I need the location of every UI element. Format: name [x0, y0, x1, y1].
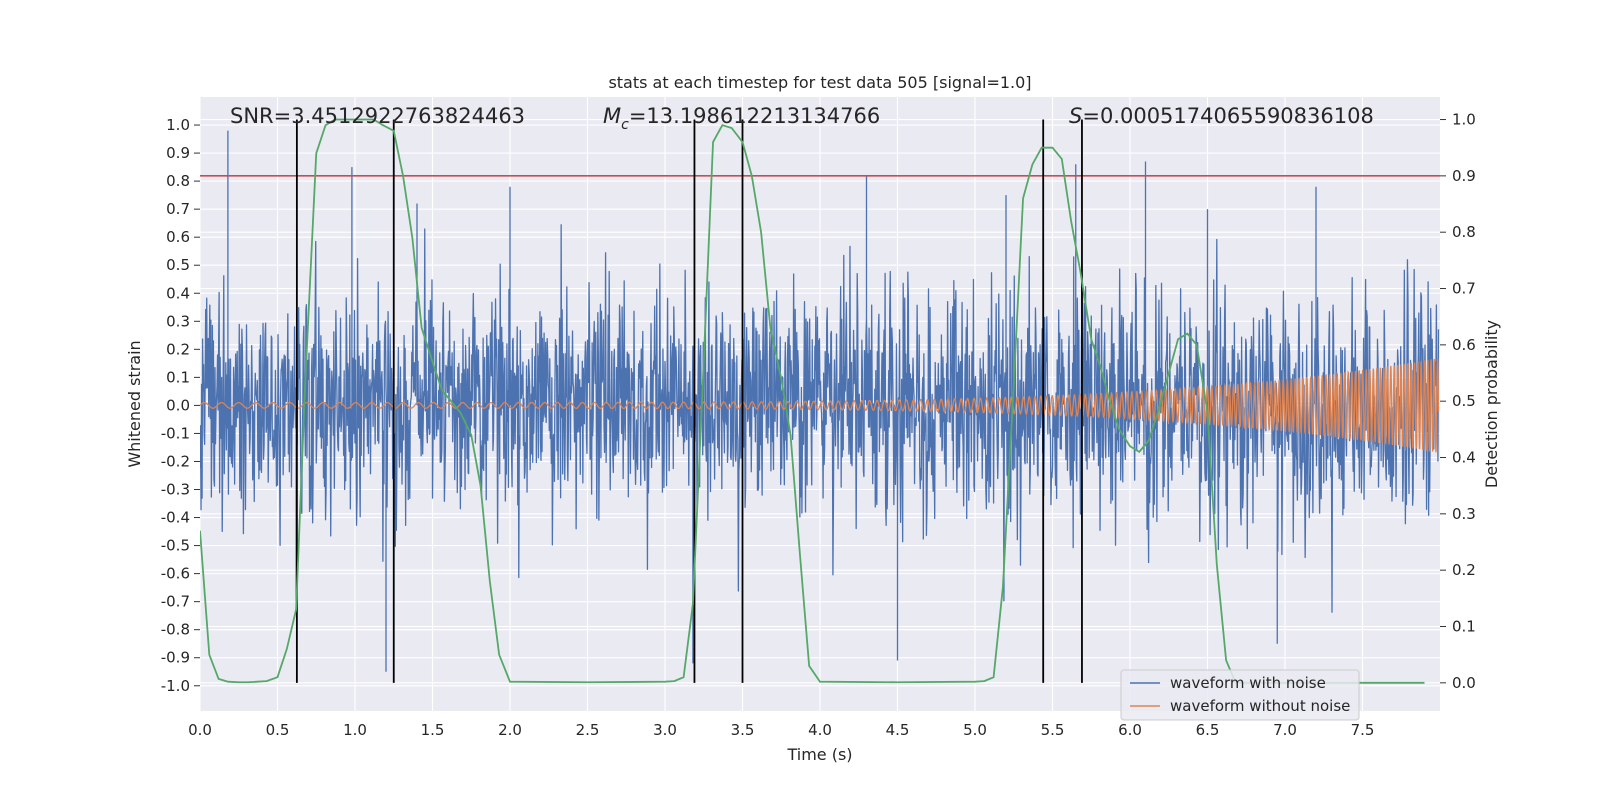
x-axis-label: Time (s)	[786, 745, 852, 764]
x-tick-label: 0.5	[266, 721, 290, 739]
x-tick-label: 7.5	[1351, 721, 1375, 739]
y2-tick-label: 0.7	[1452, 280, 1476, 298]
y2-axis-label: Detection probability	[1482, 320, 1501, 488]
x-tick-label: 7.0	[1273, 721, 1297, 739]
x-tick-label: 0.0	[188, 721, 212, 739]
y2-tick-label: 0.8	[1452, 223, 1476, 241]
legend: waveform with noise waveform without noi…	[1120, 669, 1360, 721]
s-value: =0.0005174065590836108	[1082, 104, 1374, 128]
y-tick-label: 0.3	[166, 312, 190, 330]
snr-annotation: SNR=3.4512922763824463	[230, 104, 525, 128]
x-tick-label: 4.5	[886, 721, 910, 739]
x-tick-label: 6.5	[1196, 721, 1220, 739]
y2-tick-label: 1.0	[1452, 111, 1476, 129]
y2-tick-label: 0.6	[1452, 336, 1476, 354]
y-tick-label: -0.6	[161, 565, 190, 583]
y2-tick-label: 0.4	[1452, 449, 1476, 467]
chirp-mass-annotation: Mc=13.198612213134766	[603, 104, 880, 133]
x-tick-label: 2.0	[498, 721, 522, 739]
x-tick-label: 1.0	[343, 721, 367, 739]
y-axis-left: 1.0 0.9 0.8 0.7 0.6 0.5 0.4 0.3 0.2 0.1 0.0 -0.1 -0.…	[161, 116, 200, 695]
y-tick-label: 0.0	[166, 396, 190, 414]
y2-tick-label: 0.2	[1452, 561, 1476, 579]
y-tick-label: -0.8	[161, 621, 190, 639]
legend-noise-label: waveform with noise	[1170, 674, 1326, 692]
x-tick-label: 5.0	[963, 721, 987, 739]
y-tick-label: 0.4	[166, 284, 190, 302]
y2-tick-label: 0.5	[1452, 392, 1476, 410]
legend-box	[1120, 669, 1360, 721]
y-tick-label: 0.7	[166, 200, 190, 218]
x-tick-label: 1.5	[421, 721, 445, 739]
s-annotation: S=0.0005174065590836108	[1069, 104, 1374, 128]
y-tick-label: -0.1	[161, 424, 190, 442]
x-tick-label: 6.0	[1118, 721, 1142, 739]
y-axis-label: Whitened strain	[125, 340, 144, 467]
chirp-mass-subscript: c	[621, 117, 629, 133]
chart-title: stats at each timestep for test data 505…	[608, 73, 1031, 92]
y-tick-label: -0.2	[161, 452, 190, 470]
detection-probability-line	[200, 118, 1425, 684]
y-tick-label: -0.5	[161, 537, 190, 555]
y2-tick-label: 0.1	[1452, 618, 1476, 636]
x-axis: 0.0 0.5 1.0 1.5 2.0 2.5 3.0 3.5 4.0 4.5 5.0 5.5 6.0 6…	[188, 721, 1374, 739]
y-tick-label: -1.0	[161, 677, 190, 695]
y-axis-right: 1.0 0.9 0.8 0.7 0.6 0.5 0.4 0.3 0.2 0.1 0.0	[1440, 111, 1476, 692]
y-tick-label: 0.8	[166, 172, 190, 190]
noisy-waveform-line	[200, 130, 1440, 672]
y-tick-label: 0.1	[166, 368, 190, 386]
x-tick-label: 3.0	[653, 721, 677, 739]
y-tick-label: -0.4	[161, 509, 190, 527]
x-tick-label: 3.5	[731, 721, 755, 739]
y-tick-label: -0.3	[161, 481, 190, 499]
x-tick-label: 4.0	[808, 721, 832, 739]
y2-tick-label: 0.0	[1452, 674, 1476, 692]
y-tick-label: 1.0	[166, 116, 190, 134]
clean-waveform-line	[200, 357, 1440, 453]
legend-clean-label: waveform without noise	[1170, 697, 1350, 715]
y-tick-label: -0.7	[161, 593, 190, 611]
y-tick-label: 0.2	[166, 340, 190, 358]
plot-area	[200, 118, 1440, 684]
y2-tick-label: 0.3	[1452, 505, 1476, 523]
chirp-mass-symbol: M	[603, 104, 621, 128]
x-tick-label: 2.5	[576, 721, 600, 739]
y-tick-label: 0.5	[166, 256, 190, 274]
s-symbol: S	[1069, 104, 1082, 128]
chirp-mass-value: =13.198612213134766	[629, 104, 880, 128]
y-tick-label: -0.9	[161, 649, 190, 667]
y2-tick-label: 0.9	[1452, 167, 1476, 185]
y-tick-label: 0.9	[166, 144, 190, 162]
x-tick-label: 5.5	[1041, 721, 1065, 739]
y-tick-label: 0.6	[166, 228, 190, 246]
